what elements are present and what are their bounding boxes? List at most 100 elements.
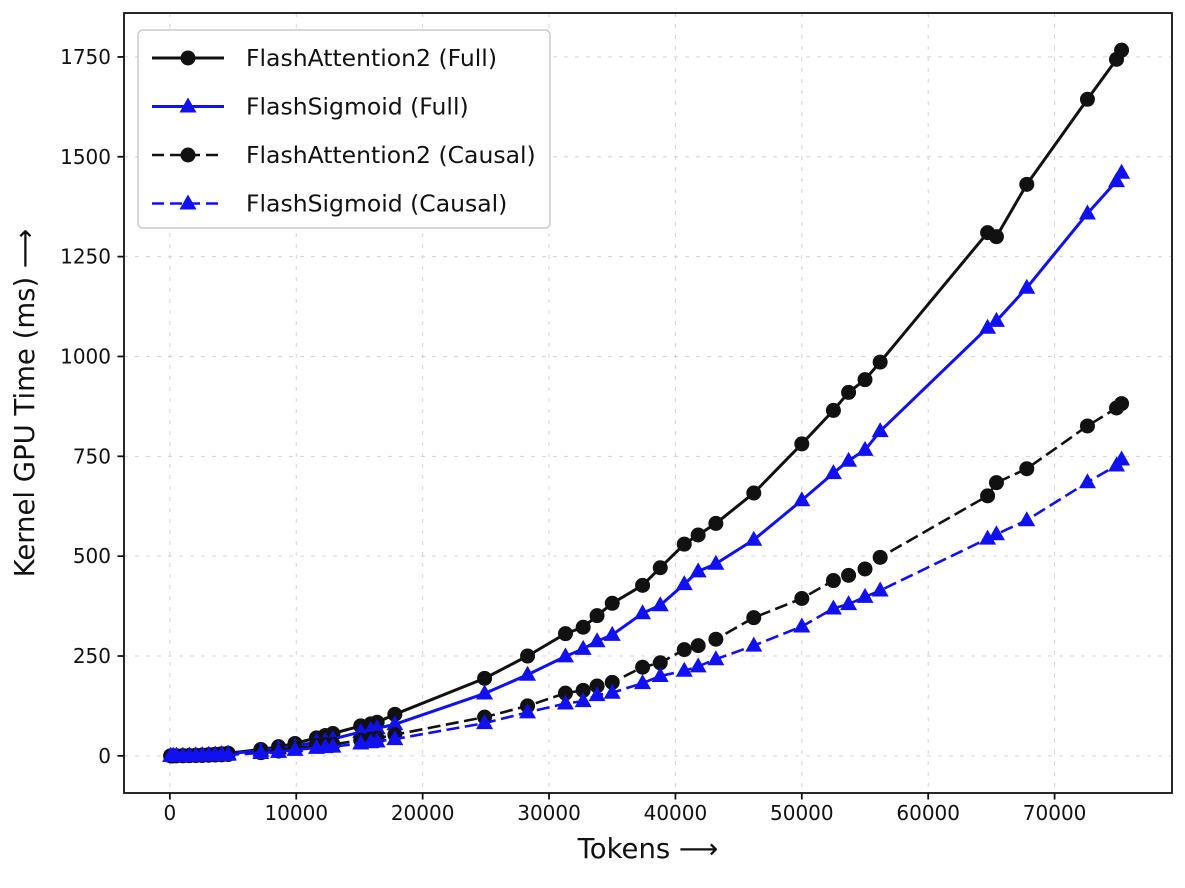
marker-triangle — [476, 684, 494, 700]
x-tick-label-0: 0 — [164, 801, 177, 825]
x-tick-label-50000: 50000 — [770, 801, 834, 825]
marker-triangle — [675, 661, 693, 677]
marker-triangle — [179, 194, 197, 210]
marker-triangle — [368, 732, 386, 748]
marker-circle — [872, 354, 888, 370]
plot-border — [123, 12, 1173, 794]
marker-triangle — [219, 745, 237, 761]
marker-triangle — [707, 650, 725, 666]
marker-triangle — [1113, 163, 1131, 179]
marker-triangle — [270, 742, 288, 758]
marker-triangle — [745, 530, 763, 546]
series-line — [170, 458, 1123, 758]
marker-circle — [988, 475, 1004, 491]
marker-triangle — [368, 719, 386, 735]
legend-item-flashsigmoid-causal: FlashSigmoid (Causal) — [152, 190, 507, 218]
marker-triangle — [556, 647, 574, 663]
marker-circle — [557, 685, 573, 701]
marker-triangle — [689, 657, 707, 673]
marker-triangle — [707, 554, 725, 570]
marker-circle — [841, 567, 857, 583]
marker-triangle — [252, 744, 270, 760]
marker-triangle — [651, 596, 669, 612]
marker-circle — [652, 655, 668, 671]
y-tick-label-1250: 1250 — [60, 245, 111, 269]
x-tick-label-40000: 40000 — [644, 801, 708, 825]
marker-triangle — [793, 491, 811, 507]
marker-circle — [1079, 418, 1095, 434]
marker-triangle — [574, 639, 592, 655]
legend-label: FlashAttention2 (Causal) — [246, 141, 536, 169]
marker-circle — [708, 631, 724, 647]
y-tick-label-500: 500 — [73, 544, 111, 568]
marker-circle — [746, 610, 762, 626]
y-tick-label-1000: 1000 — [60, 344, 111, 368]
marker-circle — [690, 527, 706, 543]
marker-triangle — [1018, 511, 1036, 527]
series-markers — [162, 450, 1131, 762]
marker-circle — [589, 678, 605, 694]
marker-triangle — [476, 714, 494, 730]
marker-triangle — [651, 666, 669, 682]
marker-triangle — [634, 604, 652, 620]
marker-circle — [746, 485, 762, 501]
x-axis: 0 10000 20000 30000 40000 50000 60000 70000 — [164, 793, 1087, 825]
marker-triangle — [871, 422, 889, 438]
marker-circle — [477, 670, 493, 686]
marker-triangle — [824, 599, 842, 615]
x-tick-label-70000: 70000 — [1023, 801, 1087, 825]
marker-triangle — [689, 562, 707, 578]
marker-circle — [825, 573, 841, 589]
series-flashsigmoid-causal — [162, 450, 1131, 762]
x-axis-label: Tokens ⟶ — [577, 833, 719, 865]
marker-circle — [1019, 461, 1035, 477]
marker-triangle — [519, 665, 537, 681]
legend-box — [137, 29, 551, 229]
marker-circle — [387, 706, 403, 722]
series-layer — [162, 42, 1131, 764]
marker-triangle — [1078, 204, 1096, 220]
marker-circle — [676, 536, 692, 552]
y-axis: 0 250 500 750 1000 1250 1500 1750 — [60, 45, 124, 768]
marker-triangle — [556, 694, 574, 710]
marker-triangle — [987, 311, 1005, 327]
marker-triangle — [179, 97, 197, 113]
marker-circle — [635, 577, 651, 593]
marker-circle — [575, 619, 591, 635]
marker-circle — [1079, 91, 1095, 107]
legend-item-flashattention2-full: FlashAttention2 (Full) — [152, 44, 497, 72]
marker-triangle — [603, 625, 621, 641]
marker-triangle — [588, 632, 606, 648]
marker-triangle — [634, 674, 652, 690]
marker-triangle — [1078, 473, 1096, 489]
marker-triangle — [856, 587, 874, 603]
marker-circle — [1114, 42, 1130, 58]
marker-triangle — [745, 636, 763, 652]
legend-item-flashattention2-causal: FlashAttention2 (Causal) — [152, 141, 536, 169]
y-tick-label-1500: 1500 — [60, 145, 111, 169]
marker-circle — [575, 682, 591, 698]
marker-triangle — [856, 440, 874, 456]
legend-label: FlashSigmoid (Full) — [246, 93, 469, 121]
marker-triangle — [386, 715, 404, 731]
marker-circle — [520, 648, 536, 664]
marker-circle — [589, 608, 605, 624]
marker-triangle — [675, 575, 693, 591]
marker-circle — [1114, 396, 1130, 412]
marker-circle — [180, 147, 196, 163]
marker-circle — [635, 659, 651, 675]
marker-triangle — [871, 581, 889, 597]
marker-circle — [872, 549, 888, 565]
marker-triangle — [840, 595, 858, 611]
marker-triangle — [824, 464, 842, 480]
marker-triangle — [979, 529, 997, 545]
y-tick-label-1750: 1750 — [60, 45, 111, 69]
marker-circle — [794, 590, 810, 606]
x-tick-label-60000: 60000 — [896, 801, 960, 825]
marker-circle — [841, 384, 857, 400]
y-tick-label-0: 0 — [98, 744, 111, 768]
y-tick-label-750: 750 — [73, 444, 111, 468]
marker-circle — [794, 436, 810, 452]
marker-circle — [652, 560, 668, 576]
